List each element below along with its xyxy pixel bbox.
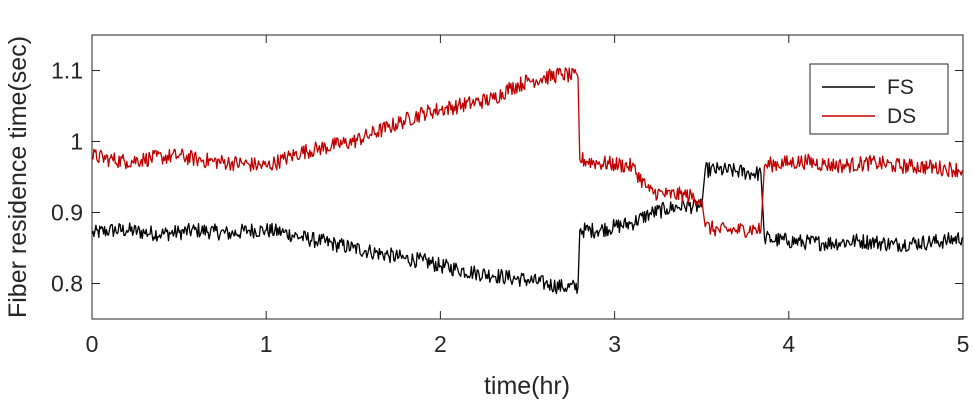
series-layer	[91, 67, 964, 295]
legend-label-fs: FS	[887, 76, 914, 99]
y-tick-label: 0.8	[51, 271, 83, 297]
x-tick-label: 3	[608, 331, 621, 357]
ticks-layer: 0 1 2 3 4 5 0.8 0.9 1 1.1	[51, 35, 969, 357]
y-tick-label: 1	[70, 129, 83, 155]
series-line-ds	[91, 67, 964, 238]
legend-label-ds: DS	[887, 105, 916, 128]
y-axis-title: Fiber residence time(sec)	[4, 36, 32, 318]
series-line-fs	[91, 161, 964, 295]
y-tick-label: 0.9	[51, 200, 83, 226]
y-tick-label: 1.1	[51, 58, 83, 84]
x-tick-label: 4	[782, 331, 795, 357]
legend: FS DS	[809, 63, 949, 135]
legend-box	[809, 63, 949, 135]
x-tick-label: 1	[260, 331, 273, 357]
x-axis-title: time(hr)	[484, 372, 570, 400]
x-tick-label: 5	[957, 331, 970, 357]
x-tick-label: 0	[86, 331, 99, 357]
x-tick-label: 2	[434, 331, 447, 357]
